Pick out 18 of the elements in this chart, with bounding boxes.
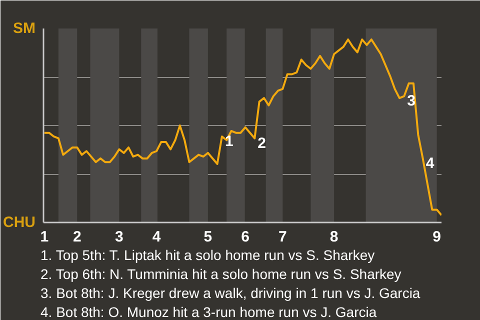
x-tick-label: 2 — [72, 228, 82, 246]
text: SM — [13, 20, 36, 37]
x-tick-label: 3 — [115, 228, 124, 246]
x-tick-label: 4 — [152, 228, 162, 246]
text: 4. Bot 8th: O. Munoz hit a 3-run home run vs J. Garcia — [40, 304, 377, 320]
text: 3. Bot 8th: J. Kreger drew a walk, driving in 1 run vs J. Garcia — [40, 285, 420, 301]
x-tick-label: 1 — [40, 228, 49, 246]
annotation: 2 — [258, 134, 266, 152]
x-tick-label: 7 — [278, 228, 287, 246]
text: 1. Top 5th: T. Liptak hit a solo home run vs S. Sharkey — [40, 247, 375, 263]
x-tick-label: 9 — [432, 228, 441, 246]
text: CHU — [3, 214, 36, 231]
x-tick-label: 5 — [204, 228, 212, 246]
annotation: 4 — [426, 154, 435, 172]
text: 2. Top 6th: N. Tumminia hit a solo home run vs S. Sharkey — [40, 266, 402, 282]
annotation: 1 — [224, 132, 234, 150]
x-tick-label: 8 — [330, 228, 338, 246]
x-tick-label: 6 — [241, 228, 250, 246]
